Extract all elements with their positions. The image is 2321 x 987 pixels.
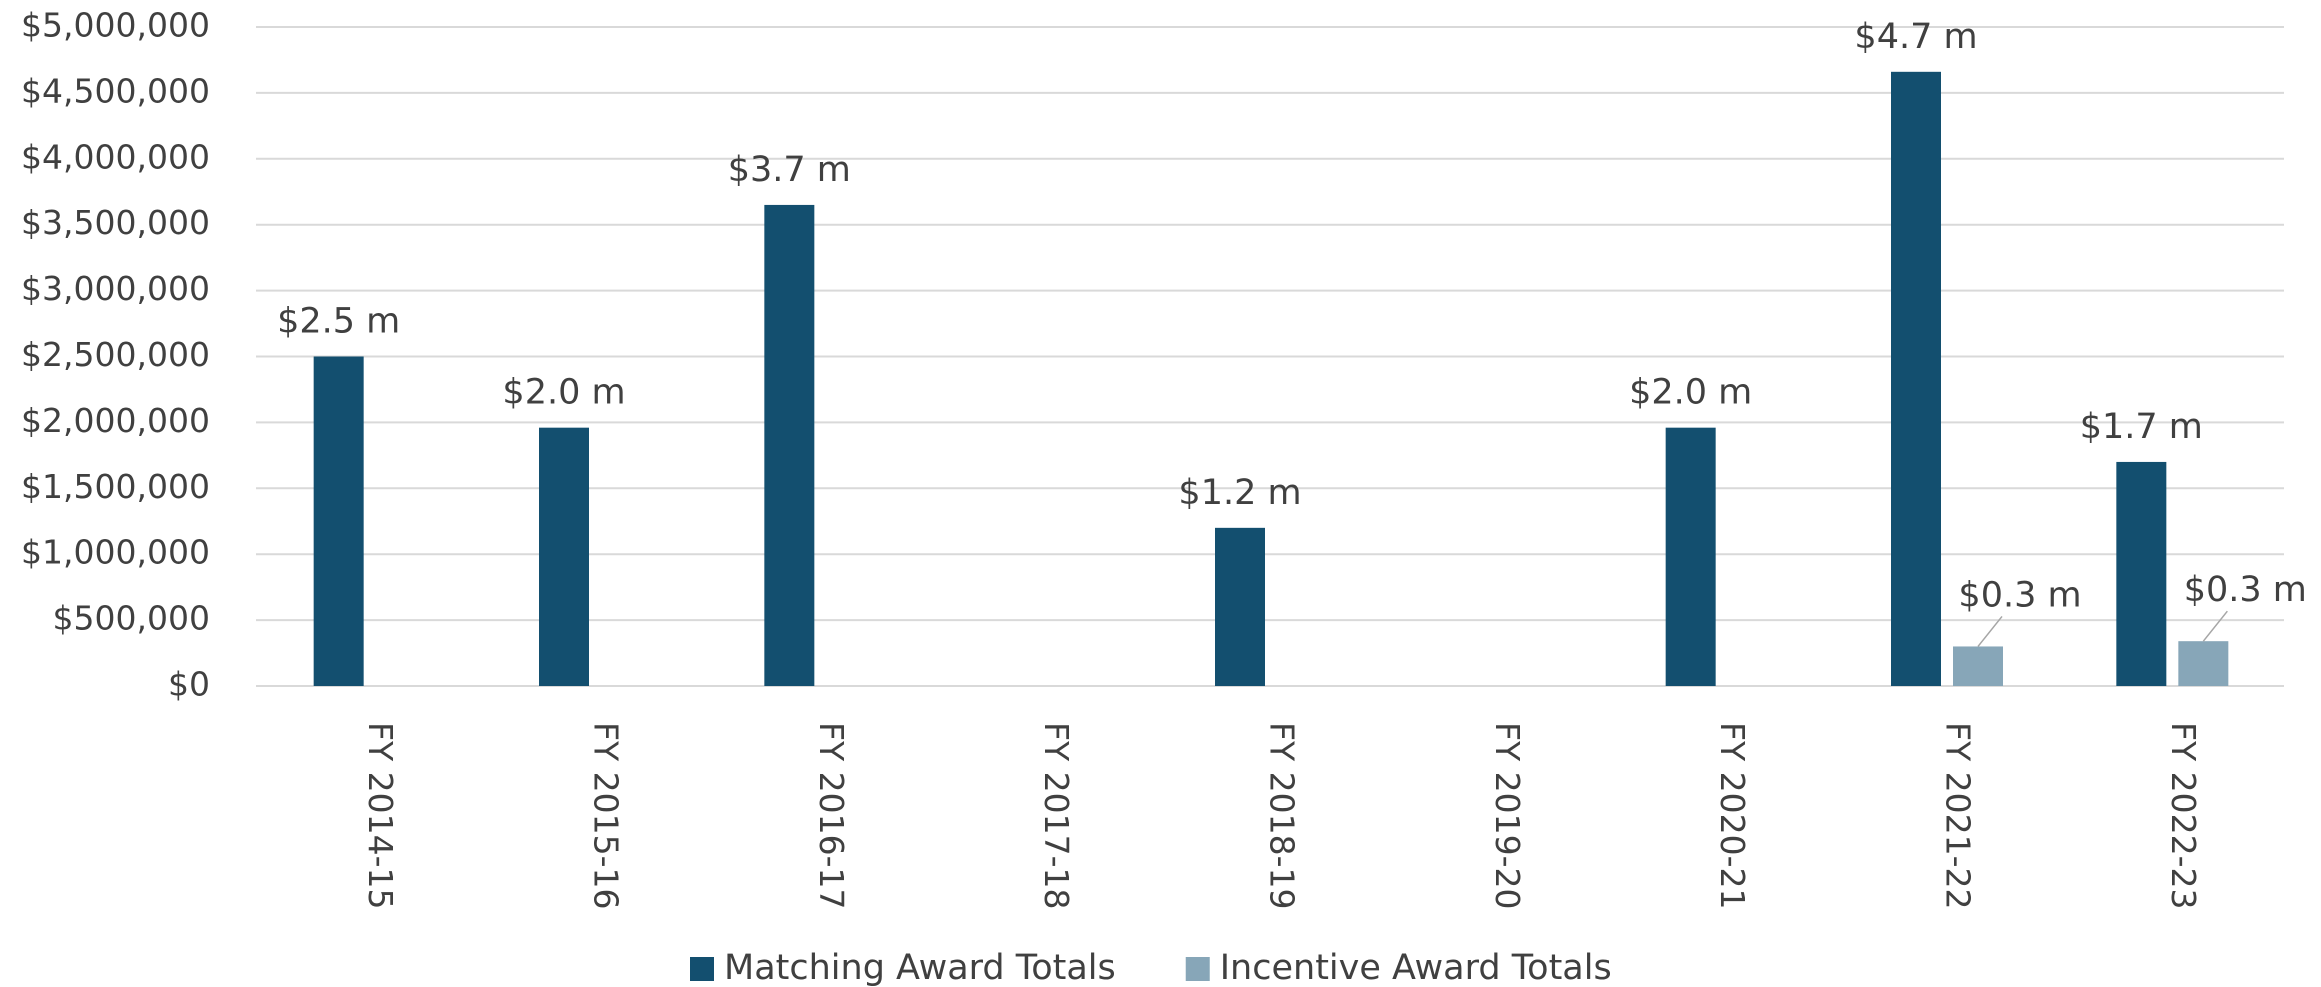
y-tick-label: $2,000,000 [21, 401, 210, 440]
value-label: $3.7 m [728, 150, 851, 190]
leader-line [1977, 615, 2003, 647]
y-tick-label: $1,000,000 [21, 533, 210, 572]
y-tick-label: $4,500,000 [21, 71, 210, 110]
bar [1891, 71, 1941, 686]
bar [2116, 461, 2167, 686]
y-tick-label: $1,500,000 [21, 467, 210, 506]
x-tick-label: FY 2022-23 [2164, 722, 2203, 910]
x-tick-label: FY 2021-22 [1939, 722, 1978, 910]
y-tick-label: $3,500,000 [21, 203, 210, 242]
y-tick-label: $5,000,000 [21, 6, 210, 45]
legend-swatch [1185, 957, 1210, 981]
bar [1215, 527, 1265, 686]
value-label: $0.3 m [1958, 575, 2081, 615]
y-tick-label: $3,000,000 [21, 269, 210, 308]
bar [764, 204, 815, 686]
bar [2178, 641, 2229, 686]
x-tick-label: FY 2020-21 [1713, 722, 1752, 910]
bar [1665, 427, 1716, 686]
legend-swatch [690, 957, 714, 981]
x-tick-label: FY 2018-19 [1263, 722, 1302, 910]
value-label: $2.5 m [277, 302, 400, 342]
value-label: $2.0 m [502, 373, 625, 413]
bar [313, 356, 364, 686]
y-tick-label: $500,000 [53, 599, 210, 638]
bar [1953, 646, 2003, 686]
value-label: $1.2 m [1178, 473, 1301, 513]
value-label: $0.3 m [2184, 570, 2307, 610]
x-tick-label: FY 2017-18 [1037, 722, 1076, 910]
bar [539, 427, 589, 686]
leader-line [2202, 610, 2228, 642]
value-label: $2.0 m [1629, 373, 1752, 413]
x-tick-label: FY 2014-15 [361, 722, 400, 910]
y-tick-label: $4,000,000 [21, 137, 210, 176]
x-tick-label: FY 2016-17 [812, 722, 851, 910]
value-label: $1.7 m [2080, 407, 2203, 447]
legend-label: Matching Award Totals [724, 948, 1116, 987]
value-label: $4.7 m [1854, 17, 1977, 57]
y-tick-label: $2,500,000 [21, 335, 210, 374]
x-tick-label: FY 2019-20 [1488, 722, 1527, 910]
legend-label: Incentive Award Totals [1220, 948, 1612, 987]
y-tick-label: $0 [168, 665, 210, 704]
x-tick-label: FY 2015-16 [587, 722, 626, 910]
